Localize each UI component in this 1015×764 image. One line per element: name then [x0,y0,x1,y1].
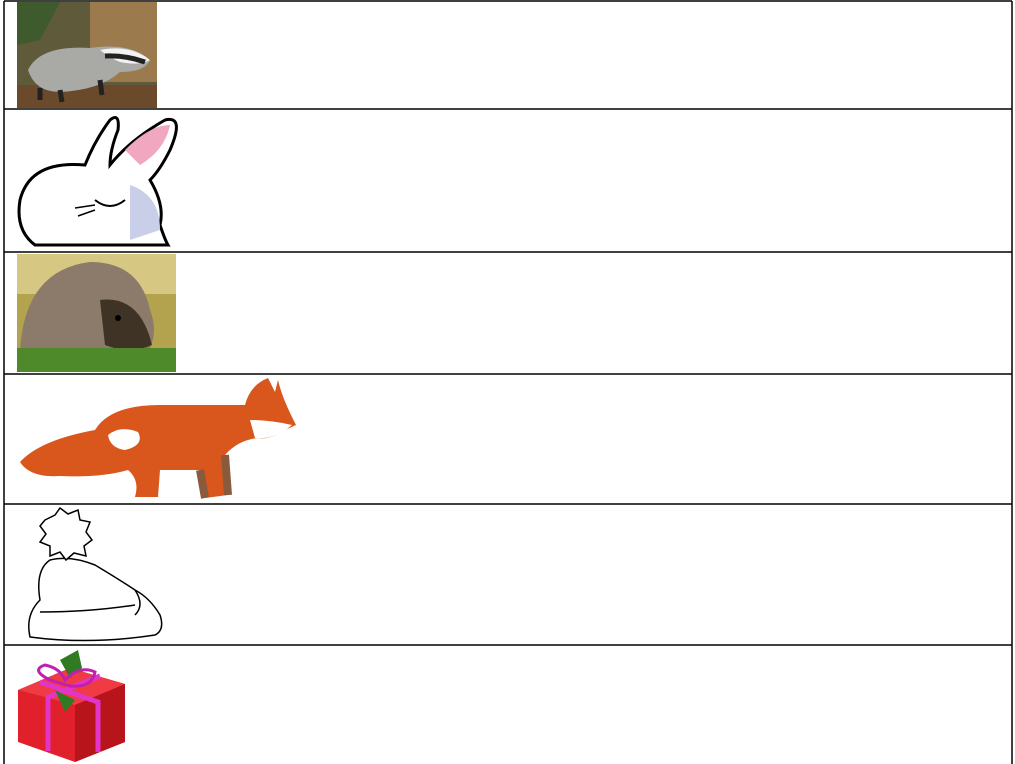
rabbit-image [19,118,176,245]
table-grid [4,1,1012,764]
picture-table [0,0,1015,764]
fox-image [20,378,296,498]
hedgehog-image [17,254,176,372]
badger-image [17,2,157,108]
page [0,0,1015,764]
gift-image [18,650,125,762]
hat-image [29,508,162,641]
